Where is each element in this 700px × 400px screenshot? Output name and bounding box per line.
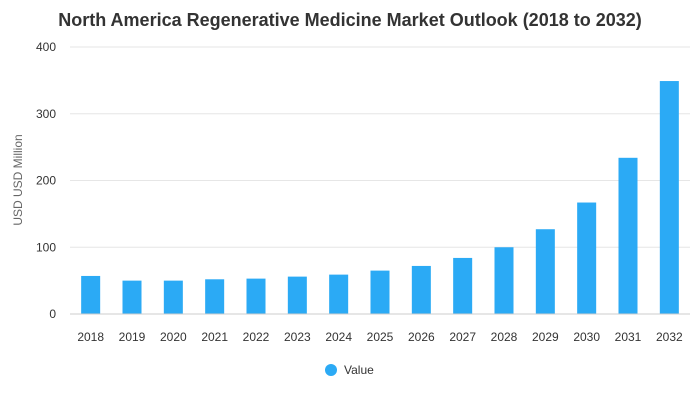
bar-2025[interactable] <box>370 270 390 314</box>
y-axis-ticks: 0 100 200 300 400 <box>36 40 56 321</box>
bar-2024[interactable] <box>329 274 349 314</box>
bar-2020[interactable] <box>163 280 183 314</box>
x-tick-label-2019: 2019 <box>119 330 146 344</box>
x-tick-label-2021: 2021 <box>201 330 228 344</box>
y-tick-label-100: 100 <box>36 240 56 254</box>
y-tick-label-0: 0 <box>49 307 56 321</box>
x-tick-label-2027: 2027 <box>449 330 476 344</box>
x-tick-label-2029: 2029 <box>532 330 559 344</box>
x-tick-label-2018: 2018 <box>77 330 104 344</box>
x-tick-label-2028: 2028 <box>491 330 518 344</box>
x-tick-label-2026: 2026 <box>408 330 435 344</box>
y-axis-label: USD USD Million <box>11 134 25 225</box>
x-axis-ticks: 2018 2019 2020 2021 2022 2023 2024 2025 2026 2027… <box>77 330 683 344</box>
x-tick-label-2031: 2031 <box>615 330 642 344</box>
gridlines <box>70 46 690 248</box>
bar-2027[interactable] <box>453 257 473 314</box>
x-tick-label-2023: 2023 <box>284 330 311 344</box>
bar-2029[interactable] <box>535 229 555 314</box>
y-tick-label-200: 200 <box>36 174 56 188</box>
bar-2018[interactable] <box>81 275 101 314</box>
x-tick-label-2032: 2032 <box>656 330 683 344</box>
bar-2032[interactable] <box>659 81 679 314</box>
x-tick-label-2024: 2024 <box>325 330 352 344</box>
bar-2019[interactable] <box>122 280 142 314</box>
bars <box>81 81 679 314</box>
y-tick-label-300: 300 <box>36 107 56 121</box>
bar-2031[interactable] <box>618 157 638 314</box>
x-tick-label-2025: 2025 <box>367 330 394 344</box>
bar-2023[interactable] <box>287 276 307 314</box>
x-tick-label-2030: 2030 <box>573 330 600 344</box>
legend-marker-value <box>325 364 337 376</box>
bar-2026[interactable] <box>411 265 431 314</box>
bar-2028[interactable] <box>494 247 514 314</box>
x-tick-label-2022: 2022 <box>243 330 270 344</box>
bar-2022[interactable] <box>246 278 266 314</box>
bar-2030[interactable] <box>577 202 597 314</box>
y-tick-label-400: 400 <box>36 40 56 54</box>
x-tick-label-2020: 2020 <box>160 330 187 344</box>
legend-label-value: Value <box>344 363 374 377</box>
chart-title: North America Regenerative Medicine Mark… <box>58 10 642 30</box>
legend[interactable]: Value <box>325 363 374 377</box>
bar-2021[interactable] <box>205 279 225 314</box>
